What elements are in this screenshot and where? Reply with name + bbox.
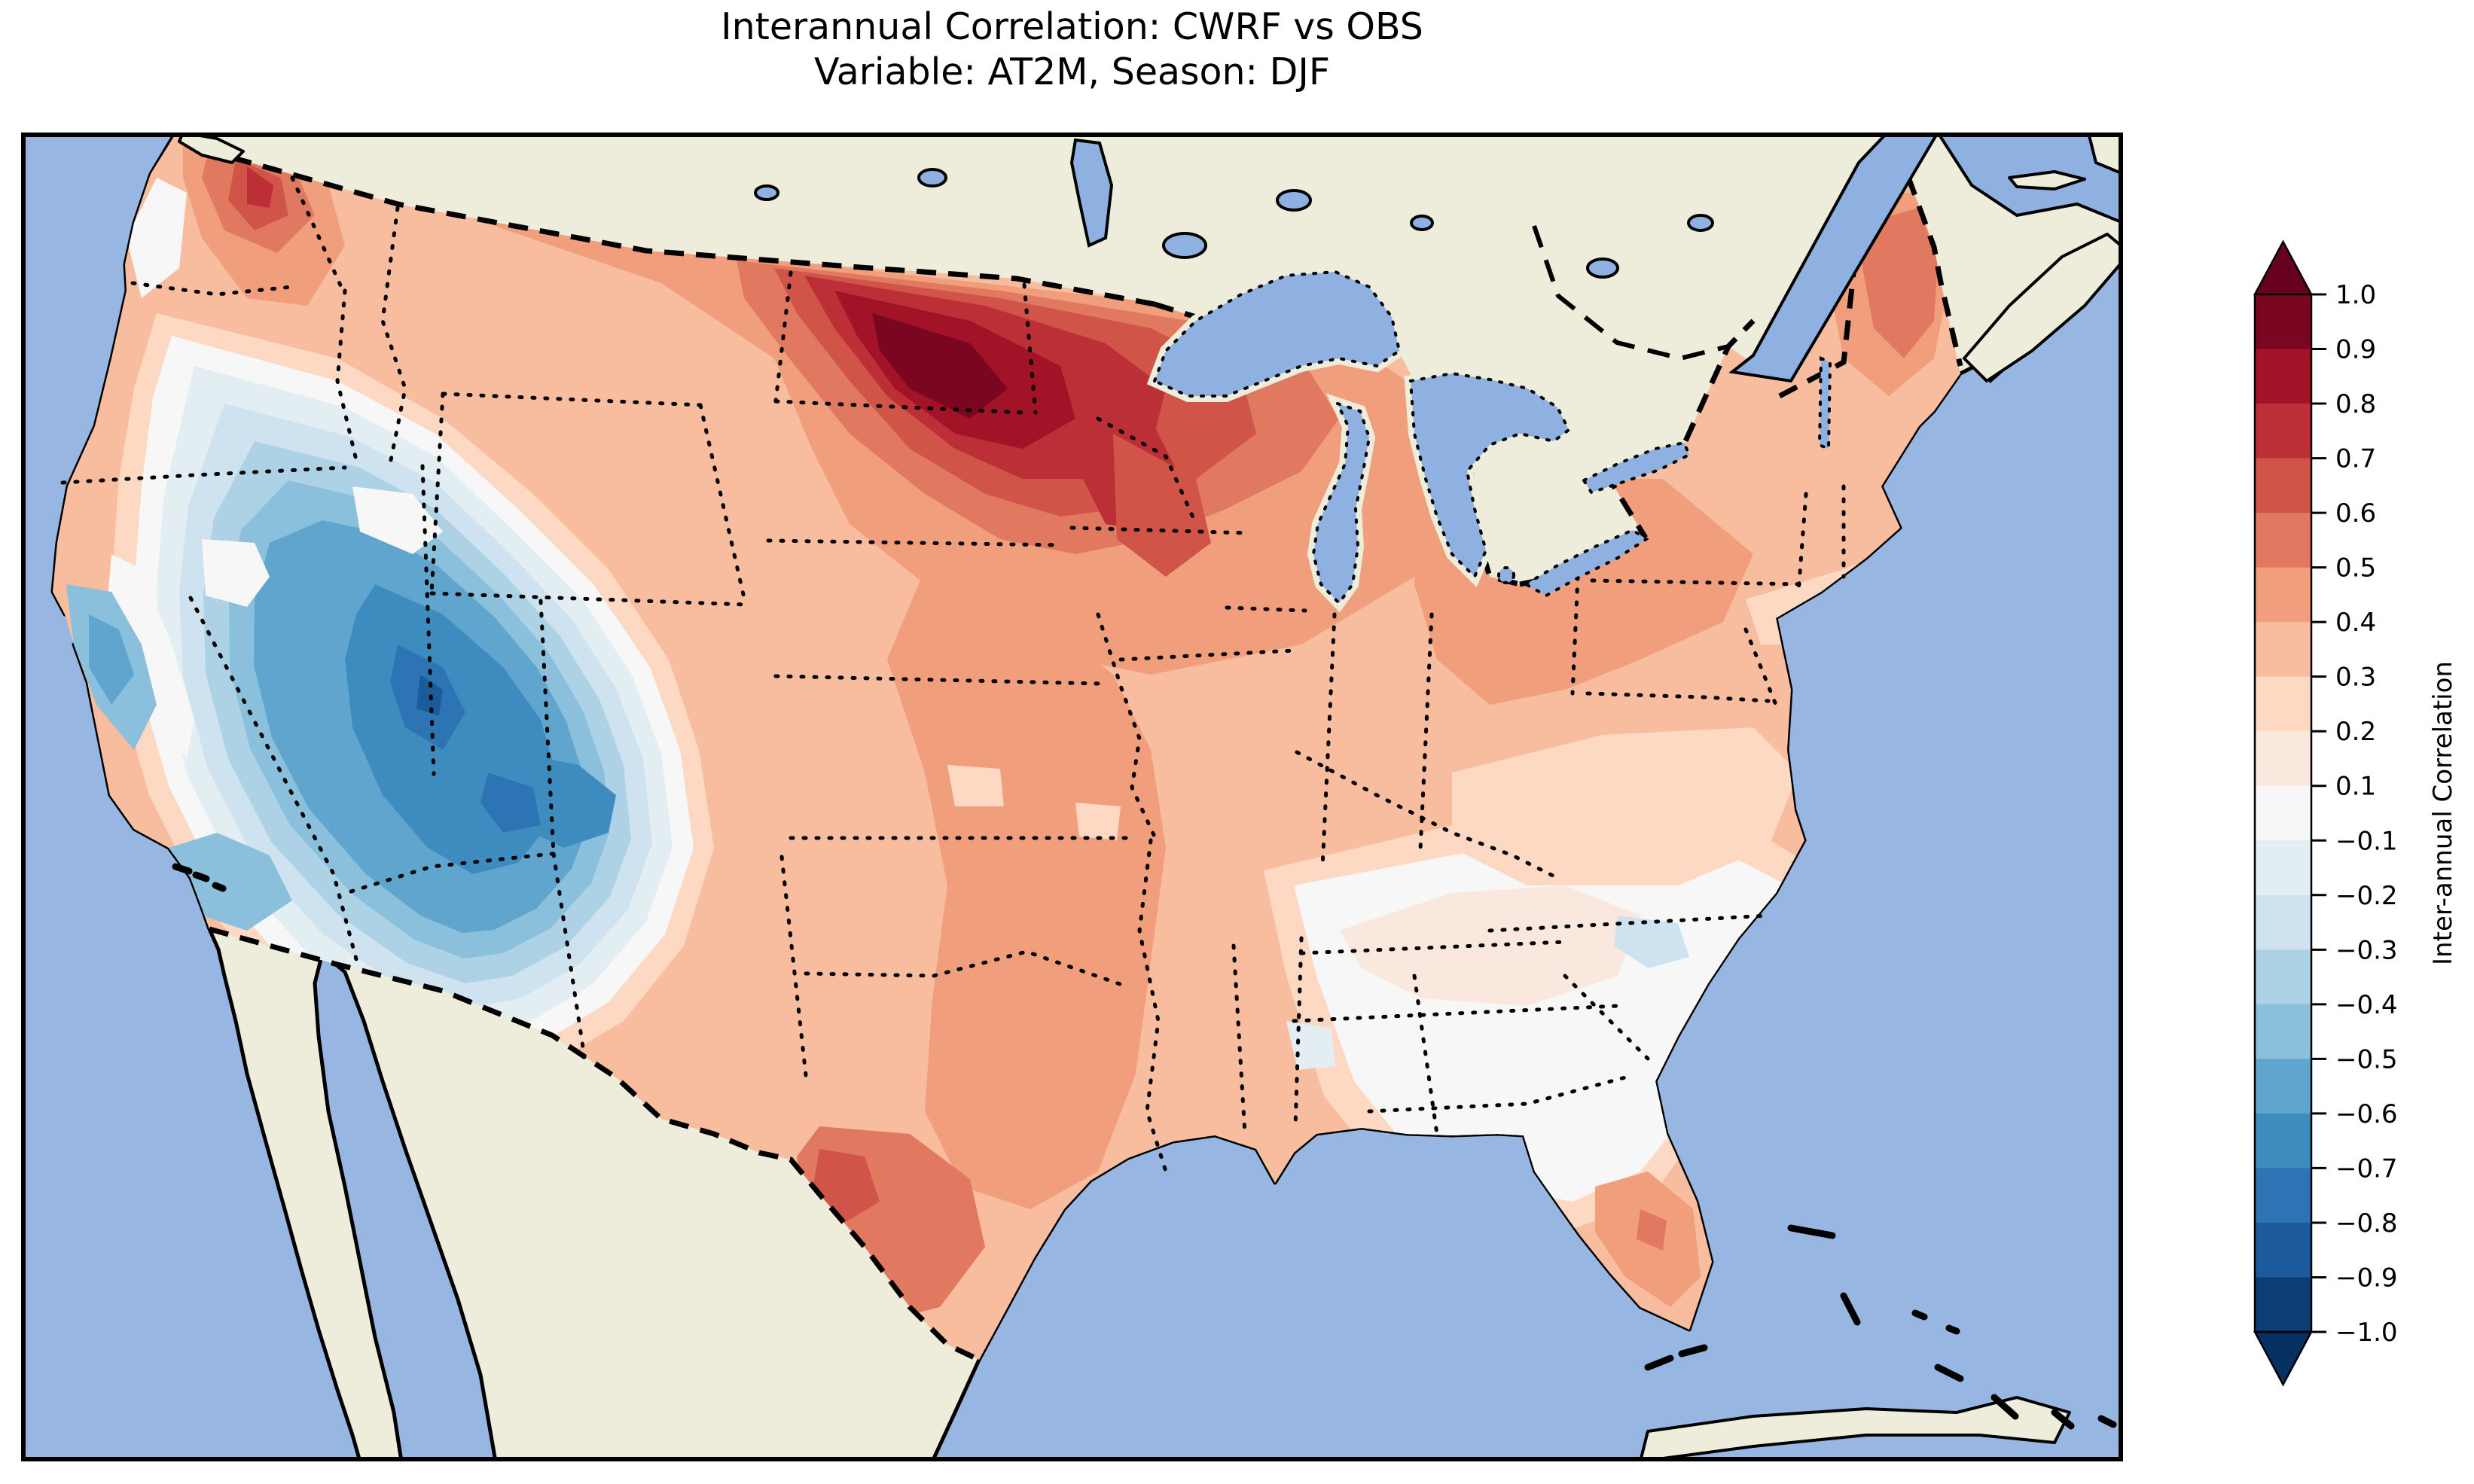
lake-ontario	[1582, 440, 1692, 495]
colorbar-tick-label: 0.6	[2335, 498, 2376, 529]
colorbar-segment	[2255, 513, 2311, 568]
florida-keys	[1644, 1344, 1708, 1371]
colorbar-tick-label: 0.4	[2335, 608, 2376, 638]
pacific-islands	[172, 133, 245, 892]
colorbar-tick-label: −0.3	[2335, 935, 2398, 965]
colorbar-tick-label: −0.8	[2335, 1208, 2398, 1239]
colorbar-tick-label: −0.5	[2335, 1044, 2398, 1074]
colorbar-extend-above-arrow	[2253, 239, 2314, 296]
colorbar-tick-label: −1.0	[2335, 1318, 2398, 1348]
state-borders	[60, 175, 1846, 1174]
colorbar-segment	[2255, 349, 2311, 404]
colorbar-tick-label: 0.3	[2335, 663, 2376, 693]
map-frame	[21, 133, 2123, 1461]
colorbar-segment	[2255, 1277, 2311, 1333]
colorbar-tick-label: −0.7	[2335, 1153, 2398, 1184]
colorbar-segment	[2255, 1004, 2311, 1059]
colorbar-extend-below-arrow	[2253, 1330, 2314, 1387]
map-panel	[21, 133, 2123, 1461]
colorbar-tick-label: 0.2	[2335, 717, 2376, 747]
st-lawrence-river	[1728, 133, 1940, 383]
colorbar-segment	[2255, 731, 2311, 787]
colorbar-segment	[2255, 404, 2311, 459]
newfoundland	[2087, 133, 2123, 175]
nova-scotia	[1963, 233, 2123, 382]
lake-huron	[1408, 371, 1571, 580]
colorbar-tick-label: −0.6	[2335, 1099, 2398, 1129]
canada-lakes	[754, 138, 1714, 279]
colorbar-segment	[2255, 1222, 2311, 1278]
us-mexico-border	[209, 926, 981, 1363]
us-canada-border-northeast	[1778, 178, 1963, 399]
figure-title: Interannual Correlation: CWRF vs OBS Var…	[21, 5, 2123, 95]
prince-edward-island	[2008, 170, 2086, 190]
lake-champlain	[1817, 356, 1832, 451]
cuba	[1639, 1396, 2071, 1461]
colorbar-tick-label: 1.0	[2335, 280, 2376, 310]
colorbar-segment	[2255, 676, 2311, 732]
lake-michigan	[1311, 401, 1371, 606]
canada-province-border	[1532, 225, 1729, 361]
colorbar-segment	[2255, 294, 2311, 350]
colorbar-tick-label: 0.7	[2335, 444, 2376, 474]
colorbar-segment	[2255, 840, 2311, 896]
lake-superior	[1152, 270, 1402, 398]
colorbar-segment	[2255, 1168, 2311, 1223]
vancouver-island	[178, 133, 245, 164]
colorbar-segment	[2255, 567, 2311, 623]
great-lakes	[1146, 265, 1832, 613]
colorbar-segment	[2255, 949, 2311, 1005]
lake-st-clair	[1497, 566, 1515, 584]
maritime-canada	[1728, 133, 2123, 384]
lake-winnipeg	[1069, 138, 1114, 248]
colorbar-tick-label: 0.5	[2335, 553, 2376, 584]
colorbar-segment	[2255, 785, 2311, 841]
colorbar: 1.0 0.9 0.8 0.7 0.6 0.5 0.4 0.3 0.2 0.1 −0.1 −0.2 −0…	[2253, 239, 2458, 1387]
colorbar-segment	[2255, 622, 2311, 678]
colorbar-axis-label: Inter-annual Correlation	[2428, 661, 2458, 965]
colorbar-tick-label: −0.9	[2335, 1263, 2398, 1293]
colorbar-tick-label: 0.8	[2335, 389, 2376, 419]
title-line-1: Interannual Correlation: CWRF vs OBS	[721, 5, 1423, 48]
lake-erie	[1522, 528, 1649, 598]
colorbar-tick-label: −0.2	[2335, 881, 2398, 911]
colorbar-tick-label: 0.9	[2335, 335, 2376, 365]
colorbar-segment	[2255, 1059, 2311, 1114]
caribbean-islands	[1639, 1224, 2117, 1461]
title-line-2: Variable: AT2M, Season: DJF	[813, 50, 1331, 93]
colorbar-segment	[2255, 1113, 2311, 1169]
colorbar-segment	[2255, 458, 2311, 513]
colorbar-segment	[2255, 894, 2311, 950]
colorbar-tick-label: −0.1	[2335, 826, 2398, 856]
colorbar-outline	[2253, 293, 2313, 1333]
colorbar-tick-label: 0.1	[2335, 772, 2376, 802]
bahamas	[1787, 1224, 2117, 1430]
colorbar-tick-label: −0.4	[2335, 990, 2398, 1020]
